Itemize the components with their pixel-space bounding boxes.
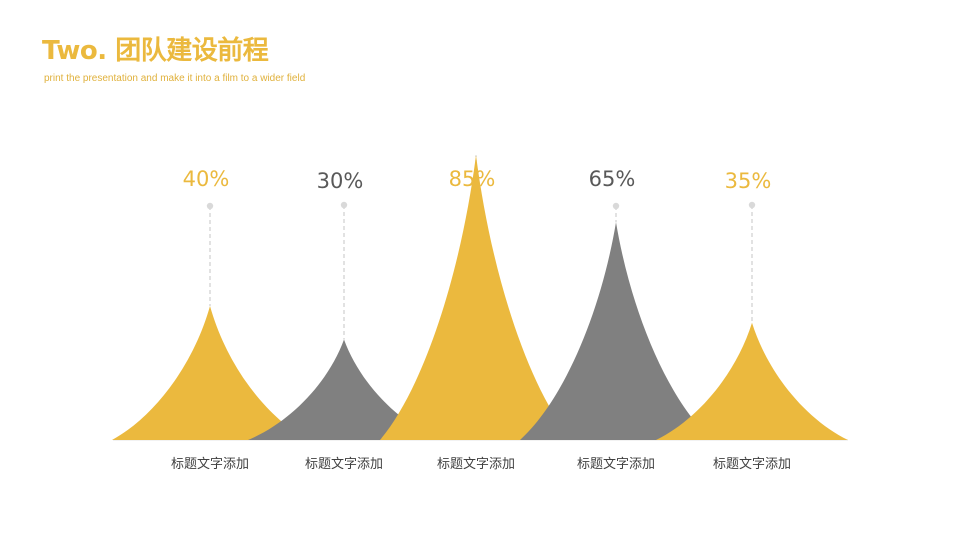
connector-dot-1 [206,202,214,210]
category-label-3: 标题文字添加 [437,457,515,472]
value-label-2: 30% [317,169,364,193]
peak-series [112,155,848,440]
value-label-4: 65% [589,167,636,191]
connector-dot-4 [612,202,620,210]
category-label-1: 标题文字添加 [171,457,249,472]
page-title: Two. 团队建设前程 [42,36,269,66]
peak-1 [112,306,308,440]
page-subtitle: print the presentation and make it into … [44,73,306,84]
connector-dot-2 [340,201,348,209]
peak-5 [656,322,848,440]
peak-2 [248,339,440,440]
category-label-2: 标题文字添加 [305,457,383,472]
value-label-3: 85% [449,167,496,191]
peak-4 [520,222,712,440]
peak-3 [380,155,572,440]
category-label-4: 标题文字添加 [577,457,655,472]
value-label-1: 40% [183,167,230,191]
value-label-5: 35% [725,169,772,193]
value-labels: 40% 30% 85% 65% 35% [183,167,772,193]
category-labels: 标题文字添加 标题文字添加 标题文字添加 标题文字添加 标题文字添加 [171,457,791,472]
connector-dot-5 [748,201,756,209]
category-label-5: 标题文字添加 [713,457,791,472]
